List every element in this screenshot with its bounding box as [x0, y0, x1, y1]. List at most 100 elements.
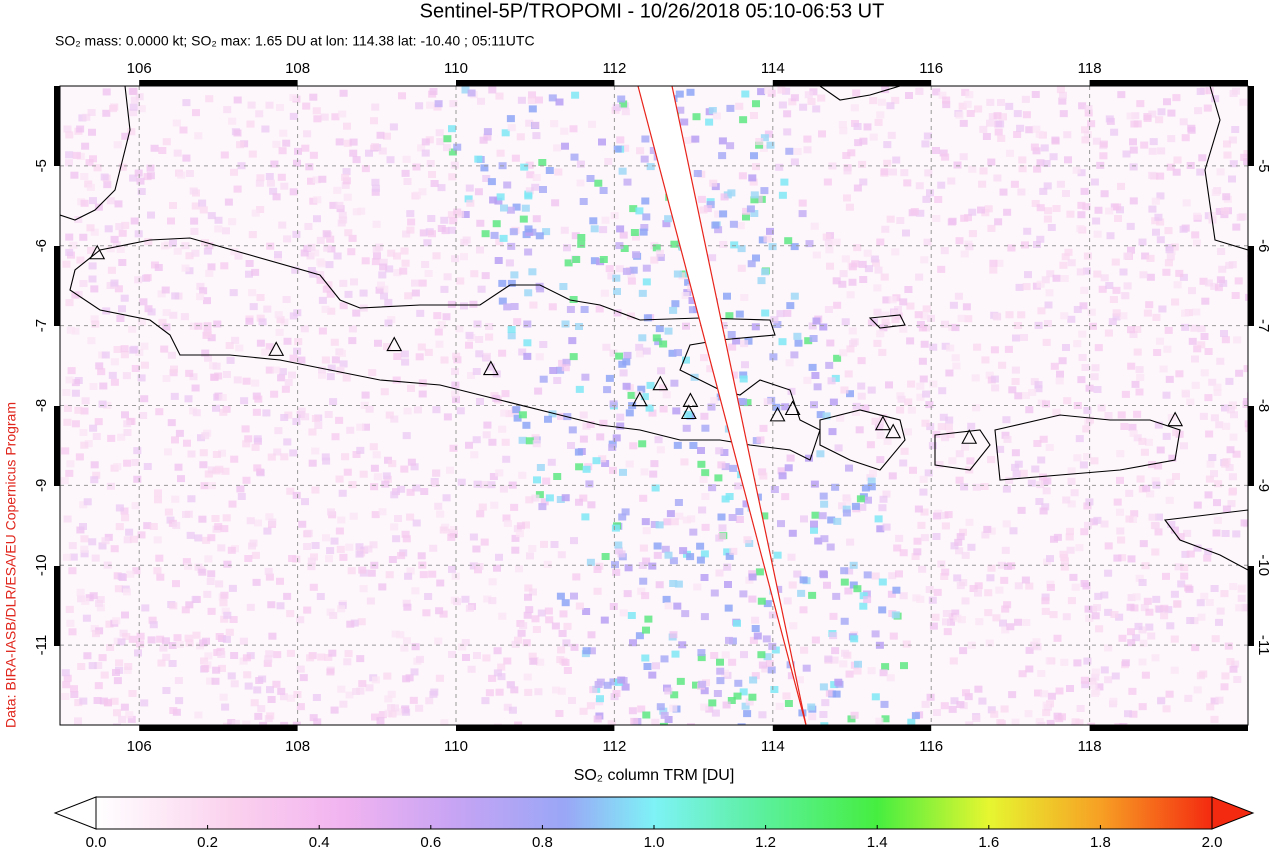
speckle-pixel [341, 453, 350, 461]
speckle-pixel [140, 395, 149, 403]
speckle-pixel [154, 496, 162, 504]
speckle-pixel [611, 524, 620, 532]
speckle-pixel [1093, 270, 1102, 278]
speckle-pixel [598, 138, 606, 146]
speckle-pixel [284, 379, 293, 386]
speckle-pixel [200, 657, 209, 665]
speckle-pixel [1083, 657, 1092, 665]
speckle-pixel [1037, 721, 1046, 725]
speckle-pixel [402, 155, 411, 163]
speckle-pixel [451, 381, 460, 389]
speckle-pixel [751, 672, 760, 680]
speckle-pixel [619, 609, 628, 617]
speckle-pixel [439, 526, 448, 534]
speckle-pixel [191, 595, 200, 603]
frame-bar [54, 406, 60, 486]
speckle-pixel [698, 680, 707, 688]
speckle-pixel [169, 311, 178, 319]
speckle-pixel [987, 158, 996, 166]
speckle-pixel [322, 534, 330, 542]
speckle-pixel [997, 99, 1005, 106]
speckle-pixel [416, 655, 424, 663]
speckle-pixel [448, 148, 457, 156]
speckle-pixel [1042, 709, 1051, 717]
speckle-layer [60, 86, 1248, 725]
speckle-pixel [453, 143, 462, 151]
speckle-pixel [1213, 383, 1222, 391]
speckle-pixel [169, 369, 178, 377]
speckle-pixel [601, 216, 610, 224]
speckle-pixel [751, 323, 760, 331]
speckle-pixel [544, 415, 552, 423]
y-tick-label: -5 [1255, 159, 1272, 172]
speckle-pixel [215, 465, 224, 473]
speckle-pixel [1112, 286, 1121, 294]
speckle-pixel [880, 168, 889, 176]
speckle-pixel [650, 521, 659, 528]
speckle-pixel [1000, 705, 1009, 713]
speckle-pixel [1087, 308, 1096, 316]
speckle-pixel [587, 647, 596, 655]
speckle-pixel [1165, 690, 1174, 698]
speckle-pixel [358, 566, 367, 574]
speckle-pixel [225, 342, 234, 349]
speckle-pixel [878, 348, 887, 356]
speckle-pixel [1224, 642, 1233, 650]
speckle-pixel [384, 695, 393, 703]
speckle-pixel [892, 586, 901, 594]
speckle-pixel [485, 323, 494, 330]
speckle-pixel [194, 534, 203, 542]
speckle-pixel [1204, 491, 1213, 499]
speckle-pixel [109, 105, 117, 113]
speckle-pixel [945, 416, 954, 424]
speckle-pixel [613, 145, 622, 153]
speckle-pixel [349, 138, 358, 146]
speckle-pixel [680, 458, 689, 466]
speckle-pixel [1213, 516, 1222, 524]
speckle-pixel [925, 401, 934, 409]
speckle-pixel [576, 160, 585, 168]
frame-bar [772, 725, 932, 731]
speckle-pixel [1062, 190, 1070, 197]
speckle-pixel [436, 510, 445, 518]
speckle-pixel [312, 176, 321, 184]
speckle-pixel [236, 485, 245, 493]
speckle-pixel [726, 104, 735, 112]
speckle-pixel [748, 693, 757, 701]
speckle-pixel [1191, 355, 1199, 363]
speckle-pixel [1025, 665, 1034, 673]
coast-borneo [819, 86, 901, 101]
speckle-pixel [845, 464, 853, 472]
speckle-pixel [550, 120, 559, 128]
speckle-pixel [403, 178, 412, 185]
x-tick-label: 112 [602, 738, 626, 755]
speckle-pixel [858, 160, 867, 168]
speckle-pixel [1225, 377, 1234, 385]
speckle-pixel [76, 256, 85, 264]
speckle-pixel [739, 375, 748, 383]
speckle-pixel [714, 226, 723, 234]
x-tick-label: 116 [919, 738, 943, 755]
speckle-pixel [700, 550, 709, 558]
speckle-pixel [162, 375, 171, 382]
speckle-pixel [728, 658, 737, 666]
speckle-pixel [1122, 150, 1131, 158]
speckle-pixel [535, 96, 543, 104]
speckle-pixel [511, 546, 520, 554]
speckle-pixel [257, 705, 266, 713]
speckle-pixel [140, 342, 149, 350]
speckle-pixel [129, 109, 138, 117]
speckle-pixel [1052, 274, 1061, 282]
speckle-pixel [560, 127, 569, 135]
speckle-pixel [1094, 344, 1103, 352]
speckle-pixel [1167, 521, 1176, 528]
speckle-pixel [230, 455, 239, 463]
speckle-pixel [955, 450, 964, 458]
speckle-pixel [418, 279, 427, 287]
speckle-pixel [88, 262, 97, 270]
speckle-pixel [900, 447, 909, 455]
speckle-pixel [659, 707, 668, 715]
speckle-pixel [1082, 425, 1091, 433]
speckle-pixel [790, 351, 799, 359]
speckle-pixel [80, 545, 89, 553]
